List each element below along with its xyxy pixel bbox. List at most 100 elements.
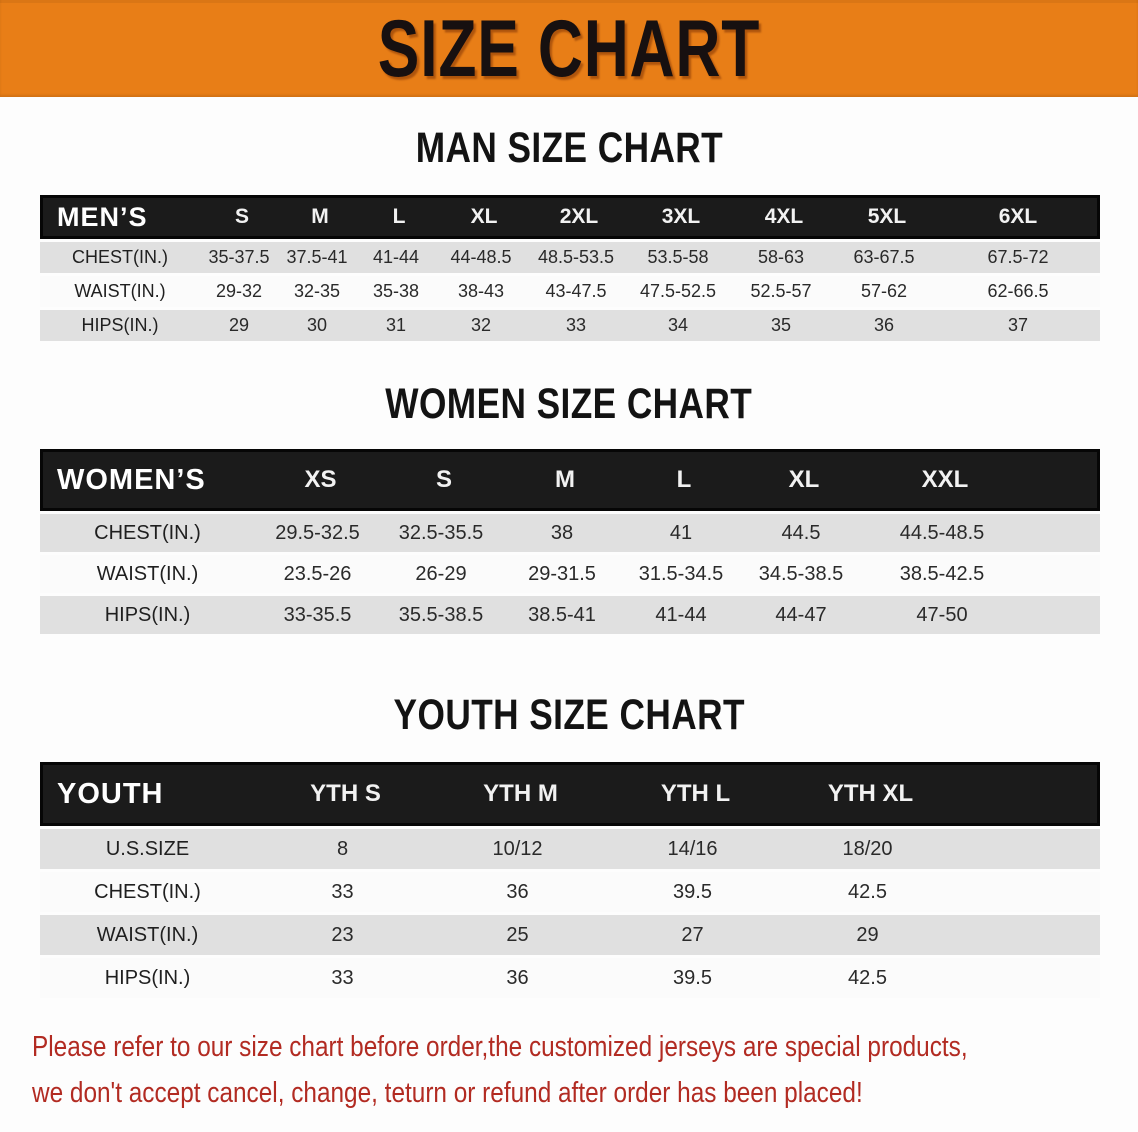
measurement-value: 29.5-32.5 (275, 521, 360, 544)
measurement-value: 29-32 (215, 281, 263, 301)
measurement-value: 38 (550, 521, 574, 544)
measurement-value: 35-37.5 (208, 247, 270, 267)
measurement-value: 32-35 (293, 281, 341, 301)
measurement-value: 63-67.5 (853, 247, 915, 267)
table-corner-label: YOUTH (57, 777, 164, 810)
measurement-value: 34.5-38.5 (758, 562, 844, 585)
measurement-value: 31.5-34.5 (638, 562, 724, 585)
measurement-value: 37 (1007, 315, 1029, 335)
measurement-row-label: WAIST(IN.) (96, 923, 199, 946)
measurement-value: 14/16 (667, 837, 718, 860)
size-column-header: XL (470, 205, 498, 228)
measurement-value: 23 (331, 923, 354, 946)
measurement-value: 30 (306, 315, 328, 335)
measurement-value: 33 (331, 966, 354, 989)
measurement-value: 42.5 (848, 880, 887, 903)
measurement-row-label: WAIST(IN.) (74, 281, 166, 301)
womens-size-table: WOMEN’S XS S M L XL XXL CHEST(IN.) 29.5-32.5 32.5… (40, 449, 1100, 634)
size-column-header: L (392, 205, 406, 228)
measurement-value: 35-38 (372, 281, 420, 301)
measurement-value: 62-66.5 (987, 281, 1049, 301)
measurement-value: 58-63 (757, 247, 805, 267)
youth-size-chart-heading: YOUTH SIZE CHART (0, 690, 1138, 740)
heading-text: MAN SIZE CHART (415, 124, 723, 172)
measurement-row: WAIST(IN.) 23 25 27 29 (40, 915, 1100, 955)
size-column-header: YTH XL (827, 780, 914, 807)
men-table-header: MEN’S S M L XL 2XL 3XL 4XL 5XL 6XL (40, 195, 1100, 239)
measurement-row-label: HIPS(IN.) (104, 603, 191, 626)
measurement-value: 33-35.5 (283, 603, 352, 626)
size-column-header: 3XL (661, 205, 701, 228)
women-size-chart-heading: WOMEN SIZE CHART (0, 379, 1138, 429)
size-column-header: S (234, 205, 249, 228)
disclaimer: Please refer to our size chart before or… (32, 1024, 1108, 1116)
size-column-header: M (311, 205, 329, 228)
measurement-row-label: U.S.SIZE (105, 837, 190, 860)
measurement-value: 26-29 (415, 562, 467, 585)
table-corner-label: MEN’S (57, 201, 148, 232)
measurement-value: 41 (669, 521, 693, 544)
size-column-header: L (676, 466, 692, 493)
size-column-header: XL (788, 466, 820, 493)
measurement-value: 52.5-57 (750, 281, 812, 301)
size-column-header: M (555, 466, 575, 493)
man-size-chart-heading: MAN SIZE CHART (0, 123, 1138, 173)
measurement-value: 35 (770, 315, 792, 335)
measurement-row-label: CHEST(IN.) (94, 880, 201, 903)
measurement-value: 23.5-26 (283, 562, 352, 585)
measurement-value: 39.5 (673, 966, 712, 989)
measurement-value: 10/12 (492, 837, 543, 860)
table-corner-label: WOMEN’S (57, 463, 206, 496)
measurement-value: 48.5-53.5 (537, 247, 615, 267)
heading-text: YOUTH SIZE CHART (393, 691, 745, 739)
measurement-value: 34 (667, 315, 689, 335)
measurement-row-label: HIPS(IN.) (104, 966, 191, 989)
size-column-header: 2XL (559, 205, 599, 228)
banner-title: SIZE CHART (377, 2, 761, 94)
youth-size-table: YOUTH YTH S YTH M YTH L YTH XL U.S.SIZE 8 10/12… (40, 762, 1100, 998)
measurement-row: WAIST(IN.) 23.5-26 26-29 29-31.5 31.5-34.5 34… (40, 555, 1100, 593)
measurement-value: 35.5-38.5 (398, 603, 484, 626)
size-column-header: YTH L (660, 780, 731, 807)
size-column-header: YTH S (310, 780, 381, 807)
measurement-value: 33 (565, 315, 587, 335)
measurement-value: 44.5-48.5 (899, 521, 985, 544)
youth-table-header: YOUTH YTH S YTH M YTH L YTH XL (40, 762, 1100, 826)
measurement-row: HIPS(IN.) 33 36 39.5 42.5 (40, 958, 1100, 998)
measurement-value: 29-31.5 (528, 562, 596, 585)
measurement-value: 47.5-52.5 (639, 281, 717, 301)
measurement-row-label: CHEST(IN.) (72, 247, 168, 267)
size-column-header: 5XL (867, 205, 907, 228)
measurement-value: 36 (873, 315, 895, 335)
measurement-value: 27 (681, 923, 704, 946)
measurement-value: 29 (228, 315, 250, 335)
measurement-value: 53.5-58 (647, 247, 709, 267)
measurement-value: 41-44 (372, 247, 420, 267)
women-table-header: WOMEN’S XS S M L XL XXL (40, 449, 1100, 511)
measurement-row: CHEST(IN.) 35-37.5 37.5-41 41-44 44-48.5 48.5… (40, 242, 1100, 273)
measurement-row: WAIST(IN.) 29-32 32-35 35-38 38-43 43-47.5 47.… (40, 276, 1100, 307)
measurement-value: 36 (506, 966, 529, 989)
measurement-value: 38-43 (457, 281, 505, 301)
size-column-header: XXL (921, 466, 969, 493)
disclaimer-line-1: Please refer to our size chart before or… (32, 1031, 968, 1063)
measurement-row: CHEST(IN.) 33 36 39.5 42.5 (40, 872, 1100, 912)
measurement-value: 32 (470, 315, 492, 335)
measurement-value: 33 (331, 880, 354, 903)
measurement-value: 39.5 (673, 880, 712, 903)
measurement-value: 43-47.5 (545, 281, 607, 301)
measurement-value: 44-47 (775, 603, 827, 626)
measurement-value: 37.5-41 (286, 247, 348, 267)
size-column-header: YTH M (483, 780, 558, 807)
measurement-value: 31 (385, 315, 407, 335)
measurement-value: 25 (506, 923, 529, 946)
size-column-header: 4XL (764, 205, 804, 228)
measurement-value: 38.5-41 (528, 603, 596, 626)
measurement-row: HIPS(IN.) 33-35.5 35.5-38.5 38.5-41 41-44 44-… (40, 596, 1100, 634)
size-column-header: S (435, 466, 452, 493)
measurement-row: CHEST(IN.) 29.5-32.5 32.5-35.5 38 41 44.5 44.5… (40, 514, 1100, 552)
measurement-value: 29 (856, 923, 879, 946)
mens-size-table: MEN’S S M L XL 2XL 3XL 4XL 5XL 6XL CHEST(IN.) 35-37… (40, 195, 1100, 341)
measurement-value: 42.5 (848, 966, 887, 989)
